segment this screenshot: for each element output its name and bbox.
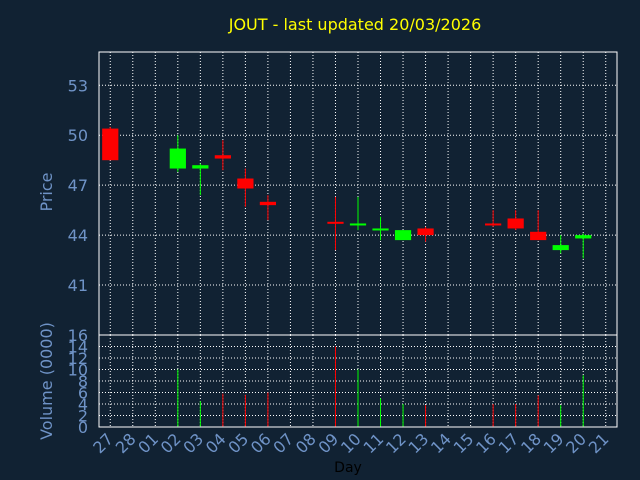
candle-body	[259, 201, 277, 206]
candlesticks	[102, 126, 592, 259]
volume-tick-label: 2	[78, 407, 88, 426]
price-tick-label: 44	[68, 226, 88, 245]
volume-tick-label: 14	[68, 338, 88, 357]
candle-body	[552, 245, 569, 251]
candle-body	[575, 235, 592, 239]
candle-body	[327, 221, 344, 224]
candle-body	[349, 223, 367, 226]
volume-panel-frame	[98, 334, 618, 428]
volume-bars	[177, 346, 584, 427]
volume-tick-label: 10	[68, 361, 88, 380]
candle-body	[530, 231, 547, 241]
price-tick-label: 50	[68, 126, 88, 145]
candle-body	[102, 128, 119, 161]
price-tick-label: 41	[68, 276, 88, 295]
candle-body	[372, 228, 389, 231]
x-axis-label: Day	[334, 460, 362, 476]
price-tick-label: 53	[68, 76, 88, 95]
chart-title: JOUT - last updated 20/03/2026	[228, 15, 482, 34]
volume-axis-label: Volume (0000)	[37, 322, 56, 440]
price-axis-label: Price	[37, 172, 56, 211]
candle-body	[169, 148, 186, 169]
candle-body	[237, 178, 254, 189]
volume-tick-label: 16	[68, 326, 88, 345]
candle-body	[394, 230, 412, 241]
volume-tick-label: 12	[68, 349, 88, 368]
volume-tick-label: 8	[78, 372, 88, 391]
candle-body	[507, 218, 524, 229]
price-y-axis-ticks: 41 44 47 50 53	[68, 76, 88, 295]
volume-tick-label: 6	[78, 384, 88, 403]
x-axis-ticks: 2728010203040506070809101112131415161718…	[89, 429, 612, 457]
price-tick-label: 47	[68, 176, 88, 195]
candle-body	[214, 155, 231, 159]
volume-tick-label: 4	[78, 395, 88, 414]
candle-body	[485, 223, 502, 226]
volume-tick-label: 0	[78, 418, 88, 437]
candle-body	[192, 165, 209, 169]
candle-body	[417, 228, 434, 236]
